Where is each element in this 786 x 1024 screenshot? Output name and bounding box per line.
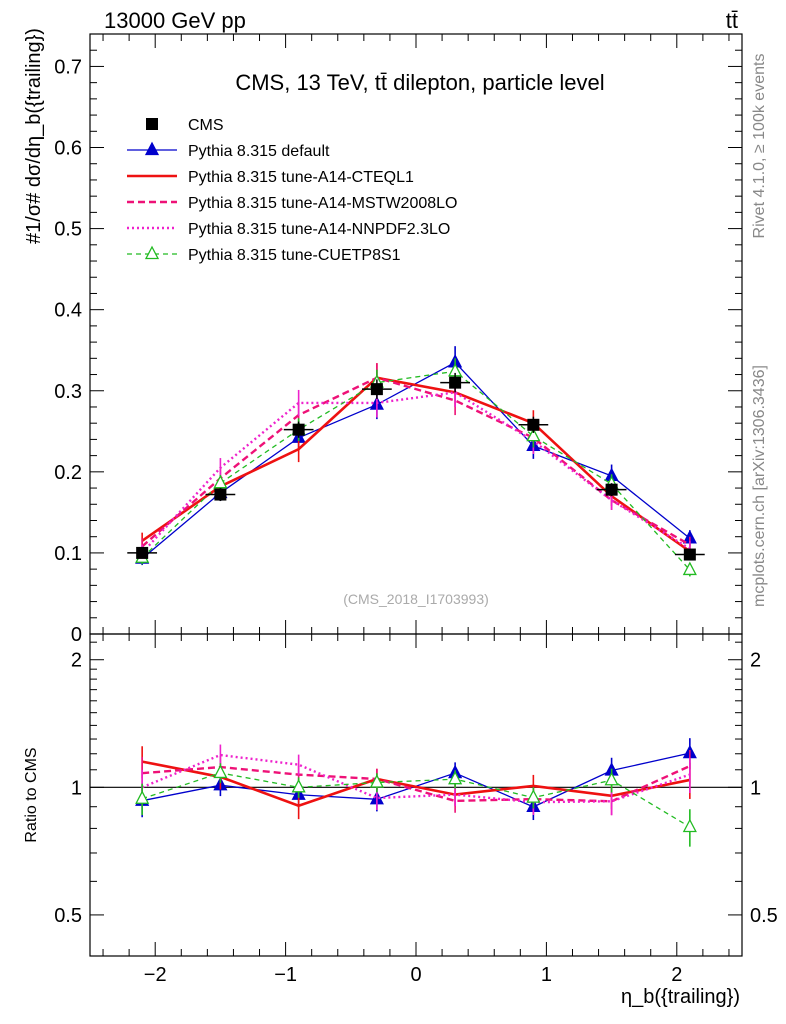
series-ratio-point bbox=[369, 774, 384, 788]
data-point bbox=[136, 546, 149, 559]
ratio-y-axis-label: Ratio to CMS bbox=[23, 747, 40, 842]
y-tick-label: 0.2 bbox=[54, 462, 82, 484]
data-point bbox=[214, 488, 227, 501]
y-tick-label: 0.7 bbox=[54, 56, 82, 78]
series-ratio-line bbox=[141, 753, 691, 804]
x-tick-label: 1 bbox=[541, 964, 552, 986]
series-ratio-point bbox=[682, 818, 697, 833]
data-point bbox=[370, 383, 383, 396]
ratio-tick-label-right: 1 bbox=[750, 777, 761, 799]
y-tick-label: 0.6 bbox=[54, 138, 82, 160]
legend-entry-4: Pythia 8.315 tune-A14-NNPDF2.3LO bbox=[127, 221, 450, 238]
series-3-main bbox=[141, 363, 691, 555]
series-5-ratio bbox=[135, 763, 697, 847]
ratio-tick-label: 2 bbox=[71, 650, 82, 672]
series-point bbox=[526, 427, 541, 442]
ratio-plot-frame bbox=[89, 633, 743, 957]
x-tick-label: −1 bbox=[274, 964, 297, 986]
series-ratio-point bbox=[526, 789, 541, 803]
legend: CMS Pythia 8.315 default Pythia 8.315 tune… bbox=[127, 117, 457, 264]
chart-title: CMS, 13 TeV, tt̄ dilepton, particle leve… bbox=[235, 70, 604, 95]
legend-entry-3: Pythia 8.315 tune-A14-MSTW2008LO bbox=[127, 195, 457, 212]
mcplots-label: mcplots.cern.ch [arXiv:1306.3436] bbox=[751, 365, 768, 607]
header-left-label: 13000 GeV pp bbox=[104, 8, 246, 33]
series-ratio-point bbox=[291, 778, 306, 793]
x-tick-label: −2 bbox=[144, 964, 167, 986]
axes-layer: −2 −1 0 1 2 0 0.1 0.2 0.3 0.4 0.5 0.6 0.7 0.5 0.5 1 1 2 2 bbox=[54, 34, 778, 986]
legend-marker-cms bbox=[146, 118, 158, 130]
ratio-tick-label: 0.5 bbox=[54, 905, 82, 927]
x-axis-label: η_b({trailing}) bbox=[621, 986, 740, 1008]
data-point bbox=[683, 548, 696, 561]
legend-label: Pythia 8.315 default bbox=[188, 143, 330, 160]
analysis-watermark: (CMS_2018_I1703993) bbox=[343, 591, 489, 607]
data-point bbox=[292, 423, 305, 436]
x-tick-label: 0 bbox=[410, 964, 421, 986]
series-line bbox=[141, 391, 691, 554]
y-tick-label: 0 bbox=[71, 624, 82, 646]
ratio-series-layer bbox=[135, 738, 697, 847]
ratio-tick-label-right: 2 bbox=[750, 650, 761, 672]
legend-entry-0: CMS bbox=[146, 117, 224, 134]
legend-entry-5: Pythia 8.315 tune-CUETP8S1 bbox=[127, 245, 401, 264]
data-point bbox=[605, 483, 618, 496]
legend-label: Pythia 8.315 tune-CUETP8S1 bbox=[188, 247, 401, 264]
y-tick-label: 0.5 bbox=[54, 219, 82, 241]
legend-label: Pythia 8.315 tune-A14-MSTW2008LO bbox=[188, 195, 457, 212]
series-4-main bbox=[141, 377, 691, 562]
data-points-cms bbox=[127, 372, 705, 561]
y-axis-label-text: #1/σ# dσ/dη_b({trailing}) bbox=[23, 28, 45, 244]
ratio-tick-label: 1 bbox=[71, 777, 82, 799]
y-tick-label: 0.4 bbox=[54, 300, 82, 322]
data-point bbox=[449, 376, 462, 389]
series-2-main bbox=[141, 363, 691, 560]
ratio-tick-label-right: 0.5 bbox=[750, 905, 778, 927]
main-series-layer bbox=[127, 346, 705, 577]
series-ratio-line bbox=[141, 760, 691, 808]
data-point bbox=[527, 418, 540, 431]
series-ratio-line bbox=[141, 772, 691, 828]
y-tick-label: 0.1 bbox=[54, 543, 82, 565]
header-right-label: tt̄ bbox=[726, 8, 738, 33]
legend-label: Pythia 8.315 tune-A14-CTEQL1 bbox=[188, 169, 414, 186]
series-ratio-point bbox=[448, 770, 463, 785]
legend-label: Pythia 8.315 tune-A14-NNPDF2.3LO bbox=[188, 221, 450, 238]
series-ratio-point bbox=[213, 764, 228, 779]
series-line bbox=[141, 370, 691, 571]
series-ratio-point bbox=[135, 790, 150, 804]
y-axis-label: #1/σ# dσ/dη_b({trailing}) bbox=[23, 28, 45, 244]
series-line bbox=[141, 361, 691, 560]
series-point bbox=[682, 561, 697, 576]
legend-label: CMS bbox=[188, 117, 224, 134]
series-line bbox=[141, 376, 691, 553]
series-ratio-line bbox=[142, 764, 691, 803]
series-line bbox=[141, 376, 691, 548]
series-1-main bbox=[135, 346, 697, 566]
y-tick-label: 0.3 bbox=[54, 381, 82, 403]
legend-marker bbox=[144, 141, 160, 156]
x-tick-label: 2 bbox=[671, 964, 682, 986]
rivet-version-label: Rivet 4.1.0, ≥ 100k events bbox=[751, 54, 768, 239]
legend-entry-2: Pythia 8.315 tune-A14-CTEQL1 bbox=[127, 169, 414, 186]
series-point bbox=[213, 474, 228, 489]
legend-marker bbox=[144, 245, 160, 260]
legend-entry-1: Pythia 8.315 default bbox=[127, 141, 330, 160]
series-ratio-point bbox=[604, 771, 619, 786]
